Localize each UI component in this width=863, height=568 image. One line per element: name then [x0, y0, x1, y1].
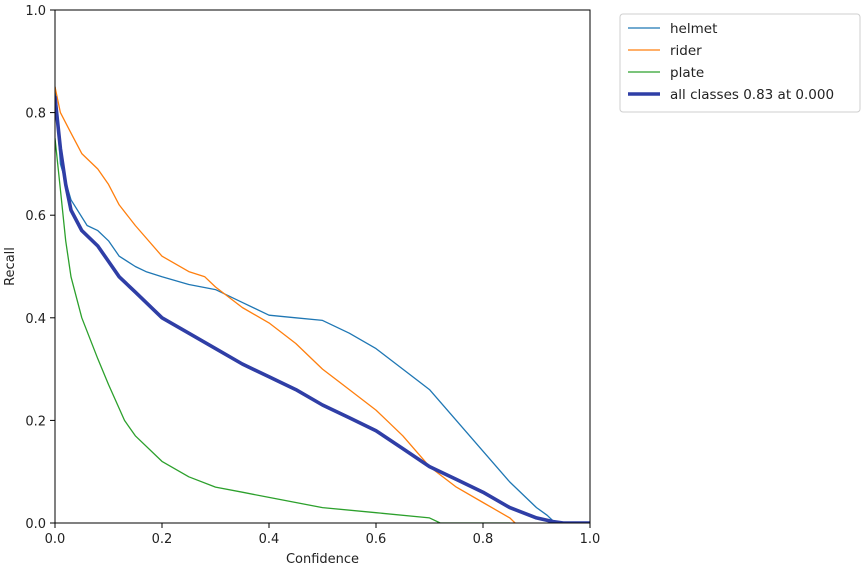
- y-tick-label: 1.0: [25, 4, 46, 19]
- x-tick-label: 0.4: [259, 532, 280, 547]
- x-tick-label: 0.8: [473, 532, 494, 547]
- y-tick-label: 0.2: [25, 414, 46, 429]
- y-tick-label: 0.8: [25, 107, 46, 122]
- x-axis-label: Confidence: [286, 552, 359, 567]
- series-line-all: [55, 95, 590, 523]
- y-tick-label: 0.6: [25, 209, 46, 224]
- x-tick-label: 0.6: [366, 532, 387, 547]
- plot-area: [55, 86, 590, 523]
- legend: helmet rider plate all classes 0.83 at 0.00…: [619, 13, 861, 113]
- legend-box: [619, 13, 861, 113]
- legend-label: helmet: [670, 21, 717, 37]
- series-line-helmet: [55, 86, 590, 523]
- series-line-plate: [55, 137, 511, 523]
- series-line-rider: [55, 86, 516, 523]
- y-tick-label: 0.4: [25, 312, 46, 327]
- x-tick-label: 1.0: [580, 532, 601, 547]
- axes: 0.0 0.2 0.4 0.6 0.8 1.0 0.0 0.2 0.4 0.6 0.8 1.0 Conf…: [3, 4, 600, 567]
- x-tick-label: 0.2: [152, 532, 173, 547]
- x-tick-label: 0.0: [45, 532, 66, 547]
- axes-frame: [54, 9, 591, 524]
- legend-label: plate: [670, 65, 704, 81]
- y-tick-label: 0.0: [25, 517, 46, 532]
- legend-label: all classes 0.83 at 0.000: [670, 87, 834, 103]
- y-axis-label: Recall: [3, 247, 18, 286]
- legend-label: rider: [670, 43, 702, 59]
